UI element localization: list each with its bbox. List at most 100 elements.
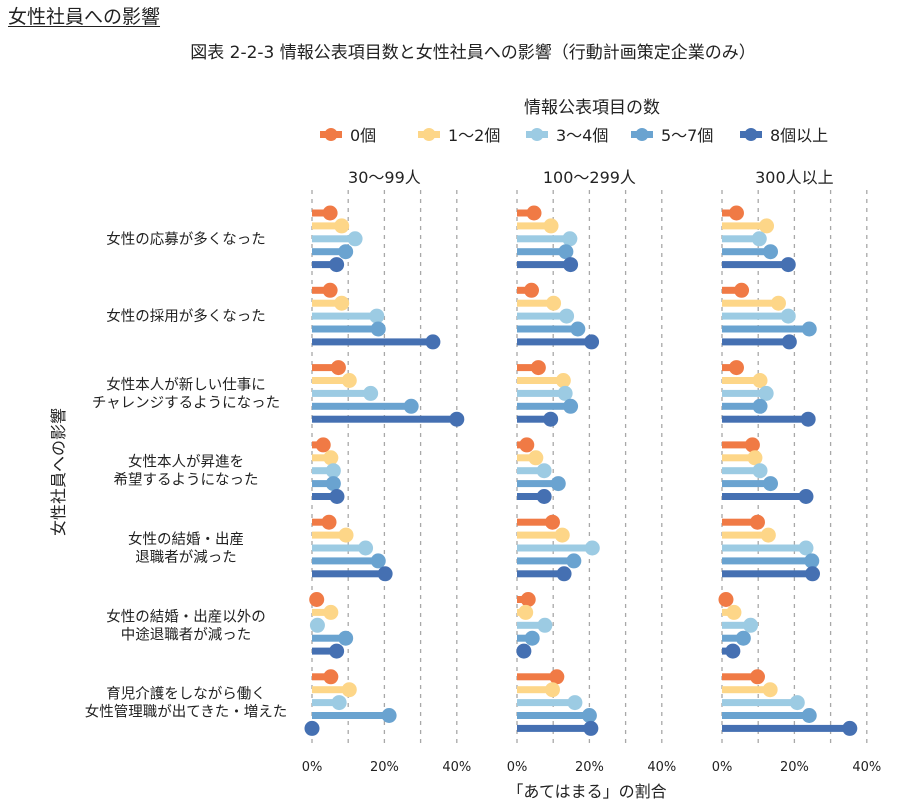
- legend-item: 3〜4個: [526, 126, 608, 145]
- lollipop-bar: [312, 286, 331, 294]
- lollipop-bar: [312, 467, 334, 475]
- lollipop-dot: [338, 630, 354, 646]
- lollipop-bar: [722, 222, 767, 230]
- lollipop-dot: [801, 708, 817, 723]
- lollipop-bar: [517, 699, 575, 707]
- lollipop-dot: [735, 630, 751, 646]
- lollipop-dot: [763, 476, 779, 492]
- lollipop-dot: [762, 682, 778, 698]
- lollipop-bar: [312, 235, 356, 243]
- lollipop-dot: [377, 566, 393, 582]
- lollipop-bar: [517, 673, 557, 681]
- lollipop-bar: [722, 544, 806, 552]
- lollipop-dot: [315, 437, 331, 453]
- lollipop-bar: [312, 299, 342, 307]
- panel-title: 30〜99人: [348, 168, 421, 187]
- lollipop-bar: [722, 557, 812, 565]
- lollipop-dot: [563, 398, 579, 414]
- x-tick-label: 20%: [575, 760, 604, 775]
- lollipop-bar: [722, 686, 771, 694]
- lollipop-dot: [747, 450, 763, 466]
- lollipop-dot: [323, 604, 339, 620]
- category-label: 女性の採用が多くなった: [106, 307, 266, 325]
- lollipop-dot: [550, 476, 566, 492]
- lollipop-dot: [752, 398, 768, 414]
- lollipop-dot: [334, 218, 350, 234]
- x-tick-label: 40%: [442, 760, 471, 775]
- lollipop-bar: [312, 493, 337, 500]
- lollipop-bar: [312, 712, 390, 719]
- lollipop-dot: [584, 540, 600, 556]
- panel: 300人以上 0% 20% 40%: [712, 168, 882, 775]
- lollipop-bar: [517, 557, 574, 565]
- lollipop-dot: [549, 669, 565, 685]
- lollipop-dot: [581, 708, 597, 723]
- lollipop-dot: [800, 411, 816, 427]
- legend-swatch-dot: [530, 128, 544, 141]
- lollipop-dot: [322, 205, 338, 221]
- lollipop-dot: [801, 321, 817, 337]
- lollipop-bar: [722, 673, 758, 681]
- lollipop-bar: [517, 402, 571, 410]
- lollipop-bar: [312, 222, 342, 230]
- lollipop-bar: [517, 415, 551, 423]
- category-label: 女性の結婚・出産退職者が減った: [128, 530, 244, 566]
- lollipop-dot: [718, 592, 734, 607]
- lollipop-bar: [312, 338, 433, 346]
- lollipop-bar: [517, 364, 539, 372]
- lollipop-bar: [517, 544, 593, 552]
- lollipop-dot: [563, 257, 579, 273]
- lollipop-bar: [722, 325, 810, 333]
- lollipop-dot: [519, 437, 535, 453]
- y-axis-title: 女性社員への影響: [49, 408, 68, 536]
- section-title: 女性社員への影響: [8, 6, 161, 28]
- legend-label: 5〜7個: [661, 126, 713, 145]
- lollipop-bar: [517, 686, 553, 694]
- lollipop-dot: [583, 720, 599, 736]
- panel-title: 100〜299人: [543, 168, 636, 187]
- lollipop-dot: [556, 566, 572, 582]
- lollipop-bar: [312, 480, 334, 488]
- lollipop-dot: [744, 437, 760, 453]
- lollipop-bar: [312, 647, 337, 655]
- lollipop-bar: [312, 454, 331, 462]
- lollipop-dot: [804, 553, 820, 569]
- lollipop-bar: [517, 261, 571, 269]
- lollipop-dot: [338, 527, 354, 543]
- lollipop-dot: [518, 604, 534, 620]
- lollipop-bar: [722, 634, 744, 642]
- lollipop-bar: [517, 312, 567, 320]
- lollipop-bar: [312, 389, 371, 397]
- lollipop-bar: [312, 377, 350, 384]
- lollipop-dot: [537, 617, 553, 633]
- category-label: 女性本人が昇進を希望するようになった: [114, 453, 259, 489]
- legend-swatch-dot: [324, 128, 338, 141]
- lollipop-dot: [562, 231, 578, 247]
- lollipop-bar: [722, 493, 806, 500]
- lollipop-bar: [312, 415, 457, 423]
- legend-swatch-dot: [422, 128, 436, 141]
- lollipop-bar: [517, 480, 559, 488]
- lollipop-dot: [544, 514, 560, 530]
- lollipop-dot: [304, 720, 320, 736]
- lollipop-dot: [526, 205, 542, 221]
- lollipop-dot: [725, 643, 741, 659]
- legend-label: 3〜4個: [556, 126, 608, 145]
- lollipop-dot: [780, 308, 796, 324]
- lollipop-bar: [517, 248, 566, 256]
- lollipop-bar: [722, 699, 798, 707]
- category-labels: 女性の応募が多くなった女性の採用が多くなった女性本人が新しい仕事にチャレンジする…: [85, 230, 288, 721]
- lollipop-dot: [559, 308, 575, 324]
- lollipop-dot: [329, 257, 345, 273]
- lollipop-dot: [566, 553, 582, 569]
- lollipop-bar: [722, 377, 761, 384]
- lollipop-dot: [789, 695, 805, 711]
- lollipop-bar: [312, 518, 330, 526]
- lollipop-dot: [321, 514, 337, 530]
- lollipop-bar: [517, 518, 553, 526]
- lollipop-dot: [347, 231, 363, 247]
- lollipop-bar: [722, 338, 790, 346]
- lollipop-bar: [517, 377, 564, 384]
- panel-title: 300人以上: [755, 168, 834, 187]
